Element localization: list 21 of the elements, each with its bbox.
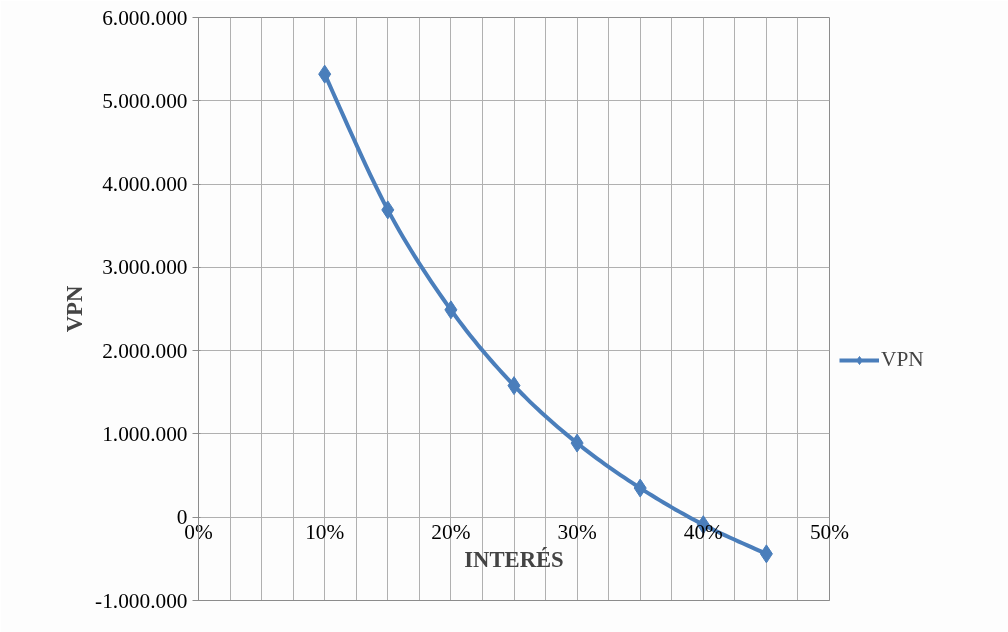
point (570, 433, 584, 453)
x-tick-label: 20% (431, 519, 471, 544)
legend-label: VPN (881, 347, 924, 372)
x-tick-label: 30% (557, 519, 597, 544)
point (633, 478, 647, 498)
point (444, 300, 458, 320)
x-axis-title: INTERÉS (464, 546, 564, 572)
y-tick-label: 1.000.000 (102, 421, 188, 446)
x-tick-label: 10% (305, 519, 345, 544)
y-tick-label: -1.000.000 (95, 588, 188, 613)
point (759, 544, 773, 564)
y-axis-title: VPN (62, 285, 88, 333)
point (507, 376, 521, 396)
y-tick-label: 6.000.000 (102, 5, 188, 30)
point (318, 64, 332, 84)
y-tick-label: 5.000.000 (102, 88, 188, 113)
y-tick-label: 3.000.000 (102, 255, 188, 280)
point (381, 200, 395, 220)
y-tick-label: 2.000.000 (102, 338, 188, 363)
x-tick-label: 50% (809, 519, 850, 544)
y-tick-label: 4.000.000 (102, 172, 188, 197)
